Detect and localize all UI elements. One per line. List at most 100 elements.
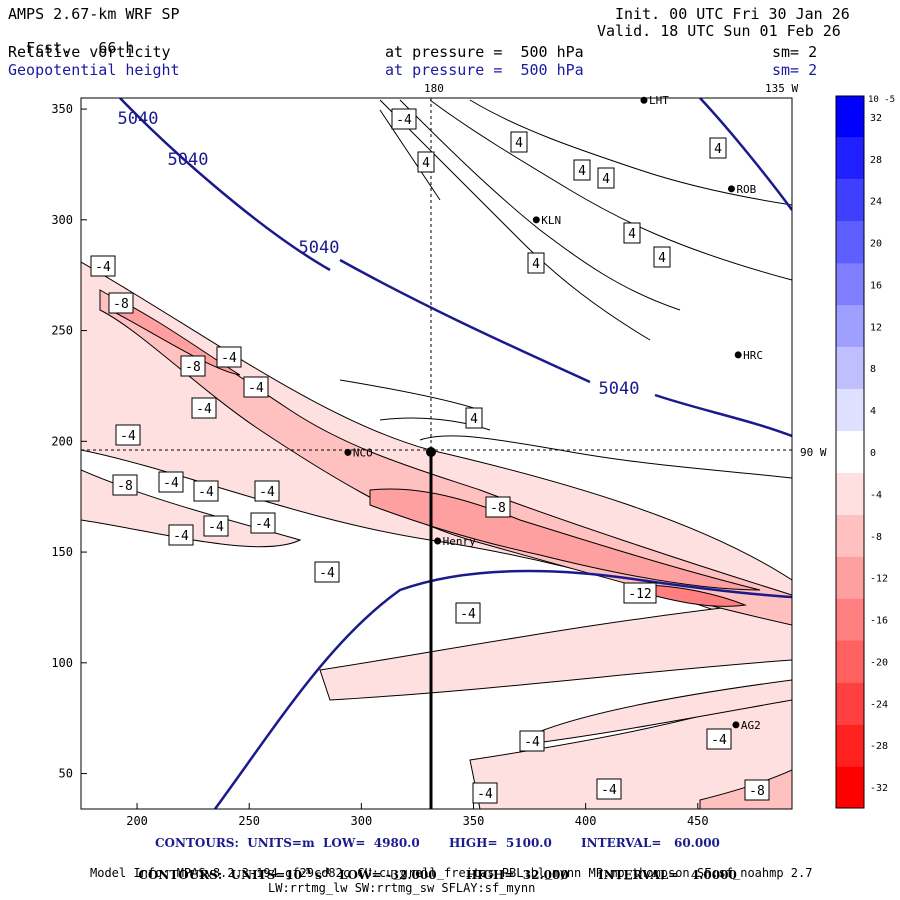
colorbar-unit: 10 -5 s [868,95,900,105]
vorticity-label-box [391,108,417,130]
colorbar-segment [836,431,864,473]
station-dot [732,721,740,729]
pressure-vorticity: at pressure = 500 hPa [385,43,584,61]
y-tick-label: 150 [51,545,73,559]
vorticity-label: 4 [578,164,586,179]
vorticity-label: -4 [208,520,224,535]
colorbar-segment [836,598,864,641]
station-dot [434,537,442,545]
vorticity-label-box [744,779,770,801]
vorticity-label-box [709,137,727,159]
vorticity-label: -4 [601,783,617,798]
valid-time: Valid. 18 UTC Sun 01 Feb 26 [597,22,841,40]
height-contour-label: 5040 [168,150,209,170]
station-label: Henry [443,535,476,548]
colorbar-tick: -20 [870,657,888,668]
station-markers: LHT ROB KLN HRC NCO Henry AG2 [344,94,763,732]
model-info: Model Info: MPASv8.2.3-194-gf29cd82c CU:… [90,866,813,880]
colorbar-tick: 32 [870,113,882,124]
vorticity-label: -4 [120,429,136,444]
colorbar-segment [836,263,864,306]
station-label: NCO [353,446,373,459]
height-contour-label: 5040 [599,379,640,399]
top-right-label: 135 W [765,82,798,95]
station-label: KLN [541,214,561,227]
station-label: HRC [743,349,763,362]
colorbar-segment [836,514,864,557]
vorticity-label: -8 [749,784,765,799]
vorticity-label-box [596,778,622,800]
vorticity-label-box [465,407,483,429]
colorbar-tick: -24 [870,699,888,710]
vorticity-label-box [314,561,340,583]
x-tick-label: 250 [238,814,260,828]
vorticity-label: -4 [163,476,179,491]
colorbar-tick: 24 [870,197,882,208]
field-geopotential: Geopotential height [8,61,180,79]
vorticity-label-box [519,730,545,752]
vorticity-label-box [485,496,511,518]
y-tick-label: 200 [51,434,73,448]
height-labels: 5040 5040 5040 5040 [118,109,640,399]
vorticity-label-box [90,255,116,277]
y-axis: 50 100 150 200 250 300 350 [51,102,87,781]
colorbar-tick: -28 [870,741,888,752]
x-tick-label: 450 [687,814,709,828]
colorbar-segment [836,305,864,348]
forecast-label-text: Fcst. [26,39,72,57]
colorbar-tick: -16 [870,616,888,627]
vorticity-label-box [108,292,134,314]
colorbar-tick: 8 [870,364,876,375]
vorticity-label: 4 [470,412,478,427]
vorticity-label-box [193,480,219,502]
x-tick-label: 200 [126,814,148,828]
right-lat-label: 90 W [800,446,827,459]
vorticity-label-box [168,524,194,546]
vorticity-fill-minus16 [639,584,747,607]
height-contour-label: 5040 [299,238,340,258]
colorbar-tick: 0 [870,448,876,459]
vorticity-label-box [115,424,141,446]
vorticity-label: -4 [196,402,212,417]
smoothing-geopotential: sm= 2 [772,61,818,79]
vorticity-label: 4 [422,156,430,171]
x-axis: 200 250 300 350 400 450 [126,803,709,828]
forecast-hours: 66 h [98,39,135,57]
colorbar-tick: 16 [870,280,882,291]
plot-frame [80,97,793,810]
station-dot [532,216,540,224]
station-dot [727,185,735,193]
station-dot [344,448,352,456]
vorticity-label-box [417,151,435,173]
vorticity-label: -4 [711,733,727,748]
vorticity-label-box [455,602,481,624]
colorbar-segment [836,96,864,138]
vorticity-labels: -4-8-4-8-8-4-4-4-4-4 -4-4-4 -4-4-4-8-12-4-… [90,108,770,804]
footer-vort-exp2: -1 [321,866,331,876]
colorbar-segment [836,640,864,683]
vorticity-label-box [623,582,657,604]
vorticity-label: -4 [460,607,476,622]
colorbar-tick: 12 [870,322,882,333]
footer-vort-prefix: CONTOURS: UNITS= [138,868,286,882]
vorticity-label-box [254,480,280,502]
vorticity-label-box [250,512,276,534]
vorticity-label-box [527,252,545,274]
init-time: Init. 00 UTC Fri 30 Jan 26 [615,5,850,23]
vorticity-label: -8 [117,479,133,494]
colorbar-segment [836,389,864,432]
colorbar-tick: -12 [870,574,888,585]
vorticity-label-box [472,782,498,804]
field-vorticity: Relative vorticity [8,43,171,61]
vorticity-label-box [191,397,217,419]
colorbar-tick: -32 [870,783,888,794]
forecast-label: Fcst. 66 h [8,23,134,57]
colorbar-segment [836,137,864,180]
colorbar: 32 28 24 20 16 12 8 4 0 -4 -8 -12 -16 -20 -24 -28 -32 10 … [835,95,900,809]
vorticity-label-box [653,246,671,268]
vorticity-label-box [706,728,732,750]
x-tick-label: 350 [463,814,485,828]
vorticity-label: 4 [658,251,666,266]
height-contour-label: 5040 [118,109,159,129]
station-label: LHT [649,94,669,107]
